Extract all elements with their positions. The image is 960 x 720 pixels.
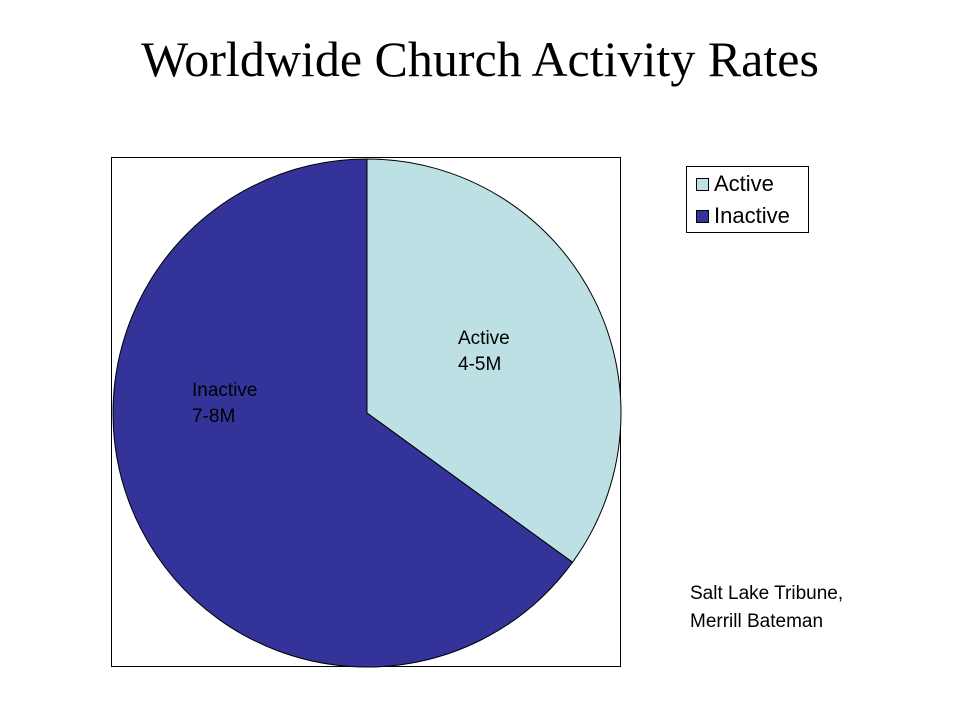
- source-note: Salt Lake Tribune, Merrill Bateman: [690, 580, 843, 636]
- legend-item-inactive: Inactive: [696, 202, 790, 230]
- legend-swatch-active: [696, 177, 709, 191]
- source-line-1: Salt Lake Tribune,: [690, 583, 844, 604]
- data-label-inactive-name: Inactive: [192, 380, 258, 401]
- plot-area: Active 4-5M Inactive 7-8M: [111, 157, 622, 668]
- pie-slice-inactive: [112, 158, 574, 668]
- legend-label-active: Active: [714, 171, 774, 196]
- data-label-active-value: 4-5M: [458, 354, 502, 375]
- pie-chart: [112, 158, 622, 668]
- source-line-2: Merrill Bateman: [690, 611, 824, 632]
- legend-item-active: Active: [696, 170, 774, 198]
- page-title: Worldwide Church Activity Rates: [141, 31, 819, 87]
- data-label-active: Active 4-5M: [458, 326, 510, 378]
- data-label-inactive-value: 7-8M: [192, 406, 236, 427]
- legend-label-inactive: Inactive: [714, 203, 790, 228]
- data-label-inactive: Inactive 7-8M: [192, 378, 257, 430]
- legend: Active Inactive: [686, 166, 809, 233]
- legend-swatch-inactive: [696, 209, 709, 223]
- data-label-active-name: Active: [458, 328, 510, 349]
- pie-slice-active: [366, 158, 622, 563]
